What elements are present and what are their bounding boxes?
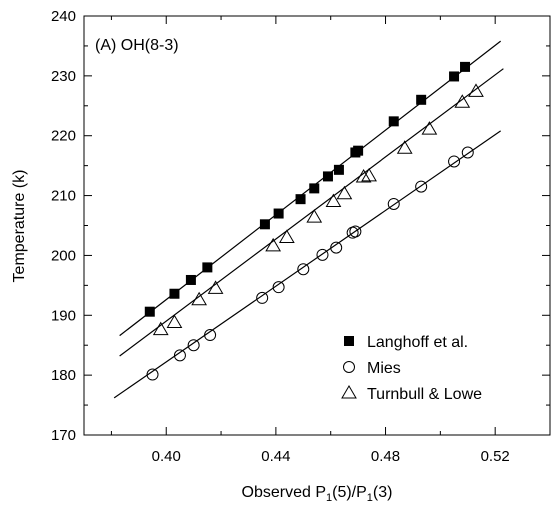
y-tick-label: 230 xyxy=(51,68,76,85)
data-point-turnbull-lowe xyxy=(357,170,371,182)
x-tick-label: 0.44 xyxy=(261,448,290,465)
chart-annotation: (A) OH(8-3) xyxy=(95,37,179,54)
data-point-langhoff xyxy=(202,262,212,272)
data-point-langhoff xyxy=(296,194,306,204)
legend-marker-langhoff xyxy=(344,336,354,346)
legend-label-mies: Mies xyxy=(367,360,401,377)
data-point-mies xyxy=(416,181,427,192)
data-point-langhoff xyxy=(389,116,399,126)
data-point-mies xyxy=(462,147,473,158)
legend-marker-turnbull-lowe xyxy=(342,386,356,398)
legend: Langhoff et al. Mies Turnbull & Lowe xyxy=(342,334,482,403)
legend-label-langhoff: Langhoff et al. xyxy=(367,334,468,351)
x-axis-label-end: (3) xyxy=(373,484,393,501)
y-tick-label: 210 xyxy=(51,188,76,205)
data-point-turnbull-lowe xyxy=(307,210,321,222)
x-axis-label-mid: (5)/P xyxy=(332,484,367,501)
data-point-turnbull-lowe xyxy=(167,315,181,327)
y-tick-label: 200 xyxy=(51,247,76,264)
x-tick-label: 0.52 xyxy=(481,448,510,465)
fit-line-mies xyxy=(114,131,501,398)
plot-frame xyxy=(84,16,550,435)
data-point-turnbull-lowe xyxy=(337,187,351,199)
data-point-turnbull-lowe xyxy=(455,95,469,107)
y-tick-label: 190 xyxy=(51,307,76,324)
x-axis-label-main: Observed P xyxy=(242,484,326,501)
data-points xyxy=(145,62,483,380)
data-point-turnbull-lowe xyxy=(192,293,206,305)
data-point-turnbull-lowe xyxy=(280,230,294,242)
legend-label-turnbull-lowe: Turnbull & Lowe xyxy=(367,386,482,403)
data-point-langhoff xyxy=(145,307,155,317)
data-point-langhoff xyxy=(449,71,459,81)
legend-marker-mies xyxy=(344,362,355,373)
y-tick-label: 180 xyxy=(51,367,76,384)
data-point-mies xyxy=(388,198,399,209)
data-point-langhoff xyxy=(353,146,363,156)
y-axis-label: Temperature (k) xyxy=(11,170,28,283)
data-point-mies xyxy=(317,249,328,260)
data-point-langhoff xyxy=(309,183,319,193)
data-point-langhoff xyxy=(416,95,426,105)
x-tick-label: 0.48 xyxy=(371,448,400,465)
data-point-langhoff xyxy=(460,62,470,72)
legend-markers xyxy=(342,336,356,398)
y-tick-label: 170 xyxy=(51,427,76,444)
data-point-langhoff xyxy=(274,209,284,219)
data-point-langhoff xyxy=(186,275,196,285)
data-point-langhoff xyxy=(260,219,270,229)
data-point-langhoff xyxy=(323,171,333,181)
data-point-mies xyxy=(449,156,460,167)
data-point-langhoff xyxy=(169,289,179,299)
y-tick-label: 220 xyxy=(51,128,76,145)
fit-line-turnbull-lowe xyxy=(120,69,504,356)
data-point-langhoff xyxy=(334,165,344,175)
x-axis-label: Observed P1(5)/P1(3) xyxy=(242,484,393,504)
y-tick-label: 240 xyxy=(51,8,76,25)
x-tick-label: 0.40 xyxy=(152,448,181,465)
